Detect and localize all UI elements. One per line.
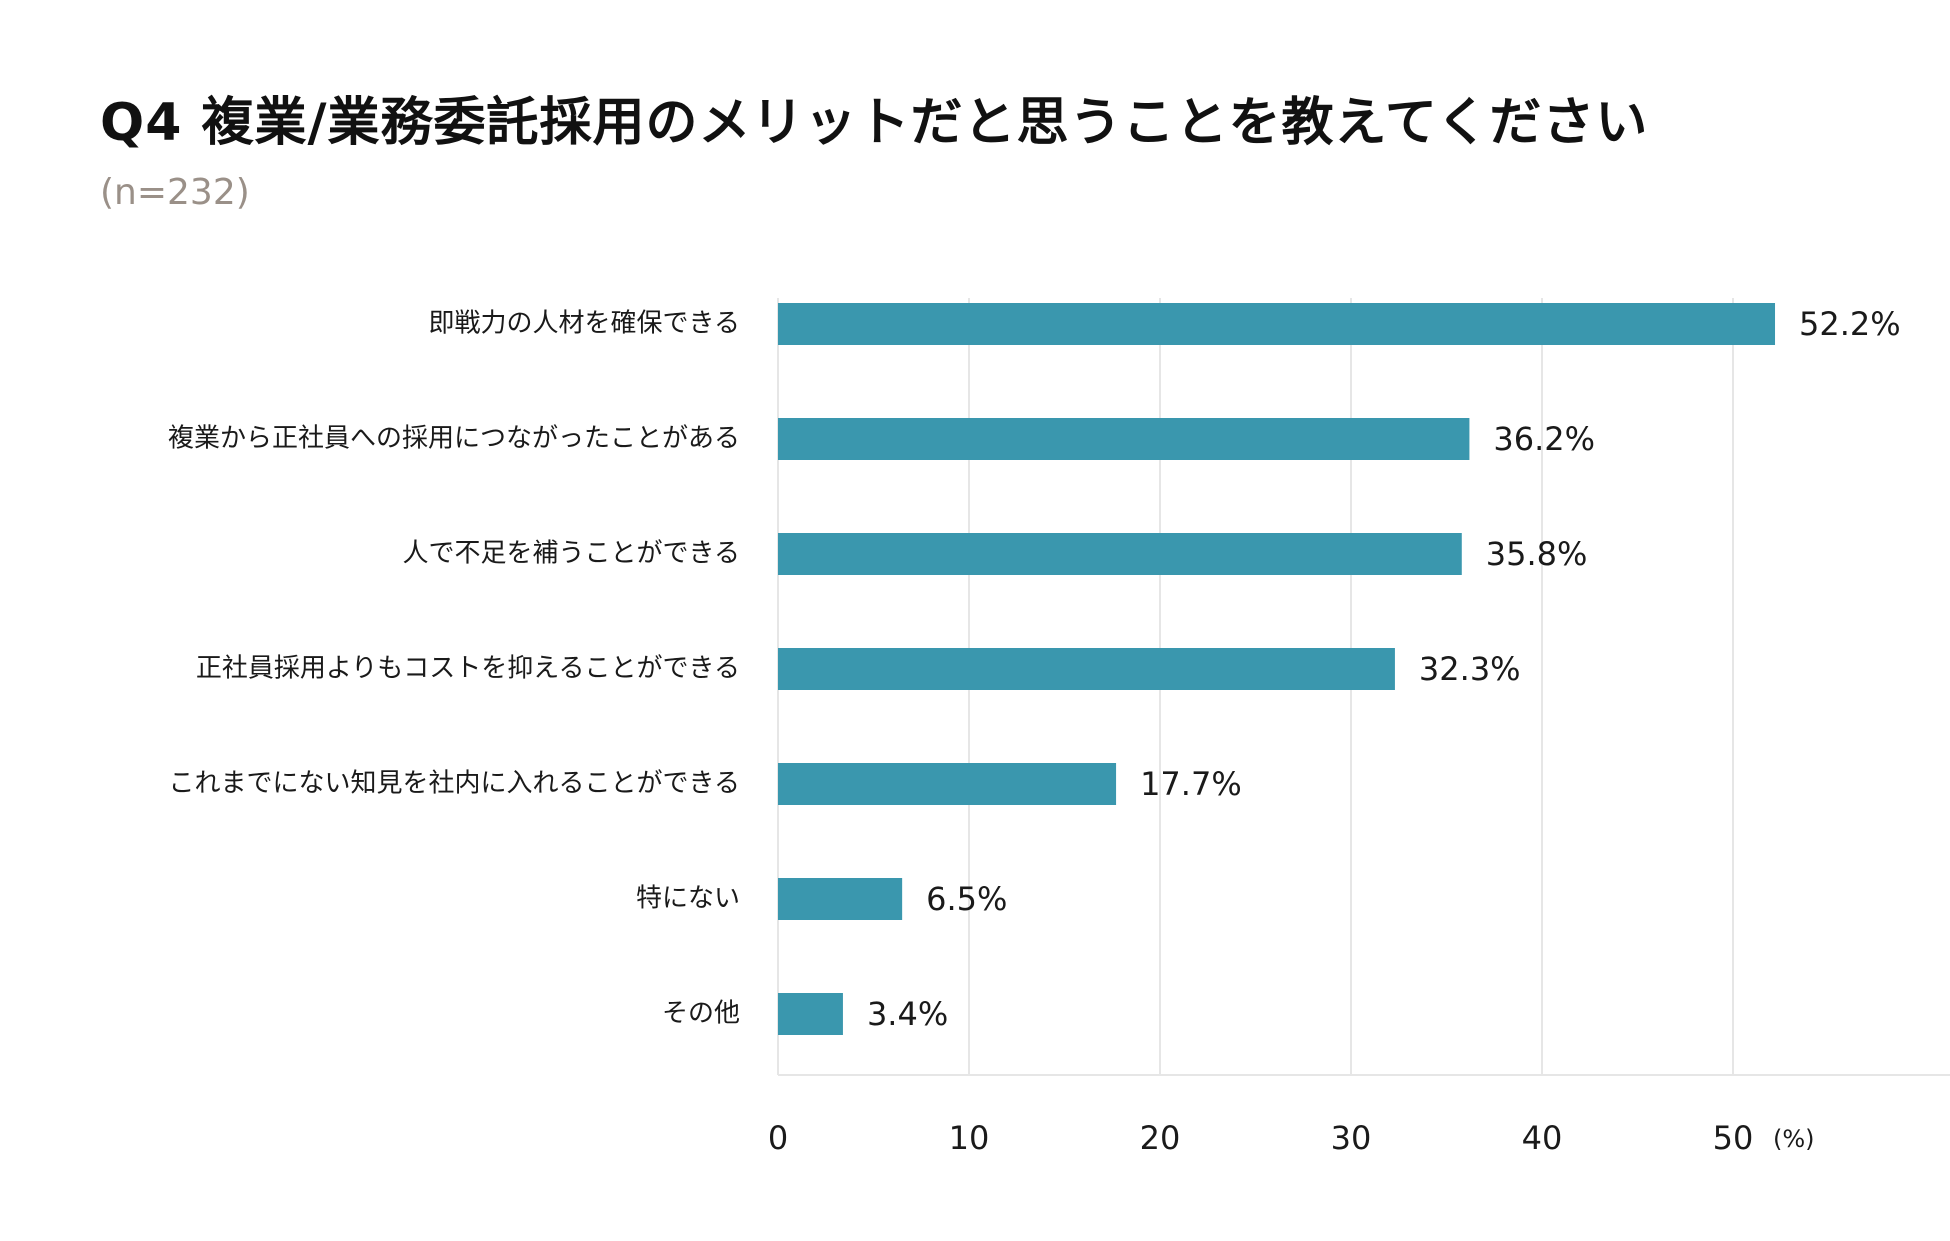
chart-subtitle: (n=232) [100, 172, 250, 213]
x-axis-ticks: 0 10 20 30 40 50 (%) [768, 1119, 1815, 1157]
value-label: 17.7% [1140, 765, 1242, 803]
x-tick-label: 20 [1140, 1119, 1181, 1157]
value-label: 6.5% [926, 880, 1007, 918]
bars [778, 303, 1776, 1035]
x-axis-unit: (%) [1773, 1125, 1815, 1153]
chart-title: Q4 複業/業務委託採用のメリットだと思うことを教えてください [100, 93, 1649, 153]
value-label: 52.2% [1799, 305, 1901, 343]
value-labels: 52.2% 36.2% 35.8% 32.3% 17.7% 6.5% 3.4% [867, 305, 1901, 1033]
x-tick-label: 40 [1522, 1119, 1563, 1157]
x-tick-label: 50 [1713, 1119, 1754, 1157]
bar [778, 533, 1462, 575]
bar [778, 993, 843, 1035]
category-labels: 即戦力の人材を確保できる複業から正社員への採用につながったことがある人で不足を補… [168, 309, 740, 1029]
value-label: 36.2% [1493, 420, 1595, 458]
bar [778, 648, 1395, 690]
value-label: 3.4% [867, 995, 948, 1033]
category-label: 正社員採用よりもコストを抑えることができる [196, 654, 740, 684]
value-label: 32.3% [1419, 650, 1521, 688]
bar [778, 303, 1776, 345]
x-tick-label: 10 [949, 1119, 990, 1157]
category-label: 複業から正社員への採用につながったことがある [168, 424, 740, 454]
bar [778, 418, 1470, 460]
category-label: 特にない [636, 884, 740, 914]
category-label: これまでにない知見を社内に入れることができる [169, 769, 740, 799]
category-label: 即戦力の人材を確保できる [429, 309, 740, 339]
value-label: 35.8% [1486, 535, 1588, 573]
x-tick-label: 30 [1331, 1119, 1372, 1157]
bar [778, 763, 1117, 805]
category-label: その他 [662, 999, 740, 1029]
x-tick-label: 0 [768, 1119, 788, 1157]
category-label: 人で不足を補うことができる [403, 539, 740, 569]
bar [778, 878, 903, 920]
